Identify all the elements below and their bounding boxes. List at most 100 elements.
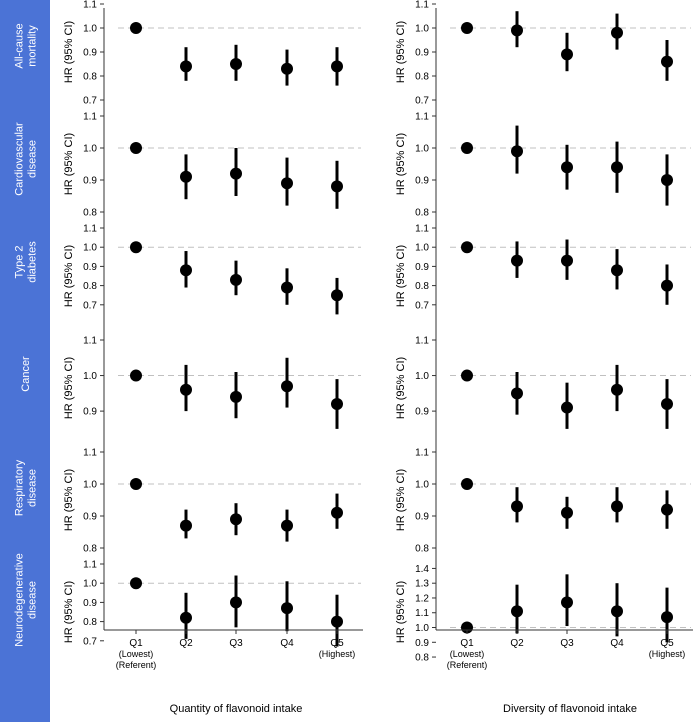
point-estimate (331, 398, 343, 410)
point-estimate (661, 279, 673, 292)
point-estimate (130, 22, 142, 34)
y-tick-label: 0.9 (415, 176, 429, 187)
panel: 0.7 0.8 0.9 1.0 1.1 HR (95% CI) (63, 0, 361, 107)
point-estimate (281, 602, 293, 615)
panel: 0.8 0.9 1.0 1.1 1.2 1.3 1.4 HR (95% CI) (395, 564, 691, 664)
y-tick-label: 1.0 (83, 480, 97, 491)
y-tick-label: 1.1 (83, 448, 97, 459)
y-tick-label: 1.1 (415, 224, 429, 235)
point-estimate (331, 60, 343, 73)
column-title: Quantity of flavonoid intake (170, 703, 303, 715)
point-estimate (461, 241, 473, 254)
point-estimate (230, 167, 242, 180)
y-axis-label: HR (95% CI) (395, 21, 407, 83)
x-tick-label: (Referent) (447, 660, 488, 670)
point-estimate (511, 254, 523, 267)
y-axis-label: HR (95% CI) (63, 581, 75, 643)
point-estimate (511, 605, 523, 618)
point-estimate (180, 519, 192, 532)
x-tick-label: (Lowest) (119, 649, 154, 659)
point-estimate (561, 596, 573, 609)
y-tick-label: 0.9 (83, 598, 97, 609)
point-estimate (230, 58, 242, 70)
point-estimate (561, 254, 573, 267)
point-estimate (130, 369, 142, 382)
point-estimate (611, 605, 623, 618)
panel: 0.9 1.0 1.1 HR (95% CI) (63, 336, 361, 429)
y-tick-label: 0.9 (83, 262, 97, 273)
point-estimate (661, 503, 673, 516)
y-tick-label: 0.8 (415, 72, 429, 83)
x-tick-label: Q1 (129, 638, 143, 649)
y-tick-label: 0.7 (83, 96, 97, 107)
point-estimate (331, 615, 343, 628)
y-tick-label: 1.1 (83, 224, 97, 235)
x-tick-label: Q2 (179, 638, 193, 649)
panel: 0.9 1.0 1.1 HR (95% CI) (395, 336, 691, 429)
y-tick-label: 1.1 (415, 448, 429, 459)
panel: 0.8 0.9 1.0 1.1 HR (95% CI) (395, 448, 691, 555)
y-tick-label: 0.9 (415, 638, 429, 649)
y-axis-label: HR (95% CI) (63, 469, 75, 531)
y-tick-label: 1.0 (415, 623, 429, 634)
x-tick-label: Q5 (330, 638, 344, 649)
point-estimate (130, 478, 142, 490)
point-estimate (331, 506, 343, 519)
y-tick-label: 1.0 (415, 24, 429, 35)
y-axis-label: HR (95% CI) (63, 245, 75, 307)
row-label: All-causemortality (14, 23, 39, 68)
y-tick-label: 0.8 (83, 72, 97, 83)
point-estimate (180, 264, 192, 277)
y-tick-label: 1.1 (415, 336, 429, 347)
point-estimate (180, 170, 192, 183)
point-estimate (281, 281, 293, 294)
y-tick-label: 0.9 (415, 262, 429, 273)
y-tick-label: 0.7 (83, 636, 97, 647)
y-axis-label: HR (95% CI) (395, 245, 407, 307)
row-label-line: Cardiovascular (14, 122, 26, 196)
y-tick-label: 1.0 (83, 243, 97, 254)
point-estimate (511, 387, 523, 400)
y-axis-label: HR (95% CI) (63, 357, 75, 419)
point-estimate (130, 241, 142, 254)
y-tick-label: 0.7 (415, 96, 429, 107)
y-tick-label: 0.8 (83, 281, 97, 292)
panel: 0.7 0.8 0.9 1.0 1.1 HR (95% CI) (63, 224, 361, 315)
x-tick-label: (Highest) (649, 649, 686, 659)
y-tick-label: 0.8 (83, 617, 97, 628)
point-estimate (661, 611, 673, 624)
row-label-line: disease (27, 140, 39, 178)
point-estimate (611, 500, 623, 513)
point-estimate (661, 398, 673, 410)
x-tick-label: Q3 (560, 638, 574, 649)
x-tick-label: Q3 (229, 638, 243, 649)
point-estimate (180, 60, 192, 73)
y-tick-label: 1.0 (83, 579, 97, 590)
y-tick-label: 1.1 (83, 0, 97, 11)
row-label-line: Cancer (20, 356, 32, 392)
y-tick-label: 0.9 (83, 48, 97, 59)
point-estimate (611, 26, 623, 39)
row-label: Cardiovasculardisease (14, 122, 39, 196)
panel: 0.8 0.9 1.0 1.1 HR (95% CI) (395, 112, 691, 219)
point-estimate (561, 161, 573, 174)
point-estimate (331, 180, 343, 193)
panel: 0.7 0.8 0.9 1.0 1.1 HR (95% CI) (395, 224, 691, 311)
x-tick-label: (Lowest) (450, 649, 485, 659)
y-tick-label: 1.0 (83, 24, 97, 35)
x-tick-label: Q1 (460, 638, 474, 649)
y-tick-label: 0.9 (83, 176, 97, 187)
column-title: Diversity of flavonoid intake (503, 703, 637, 715)
y-tick-label: 0.9 (83, 512, 97, 523)
y-tick-label: 0.9 (83, 407, 97, 418)
y-tick-label: 1.4 (415, 564, 429, 575)
x-tick-label: Q4 (610, 638, 624, 649)
y-axis-label: HR (95% CI) (395, 469, 407, 531)
row-label-line: Neurodegenerative (14, 553, 26, 647)
row-label: Cancer (20, 356, 32, 392)
row-label: Respiratorydisease (14, 459, 39, 516)
point-estimate (661, 55, 673, 68)
y-tick-label: 0.8 (415, 653, 429, 664)
y-tick-label: 0.7 (415, 300, 429, 311)
x-tick-label: Q2 (510, 638, 524, 649)
